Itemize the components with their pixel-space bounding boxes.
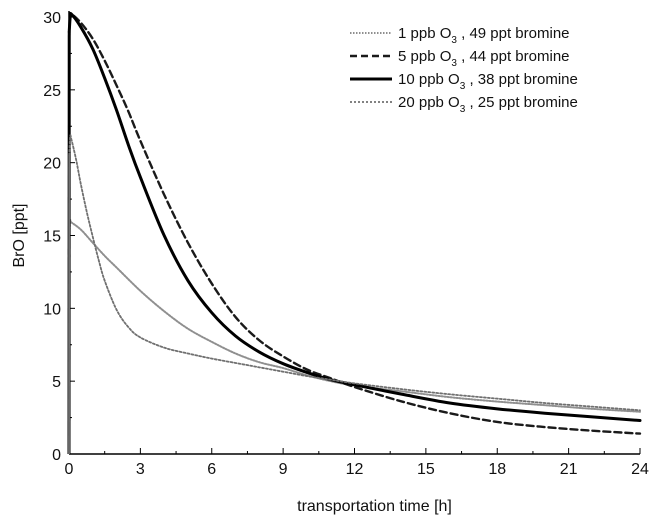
y-tick-label: 15 xyxy=(43,229,61,246)
series-3-line xyxy=(67,11,642,422)
series-layer xyxy=(67,11,642,455)
legend-label-subscript: 3 xyxy=(451,58,457,69)
x-tick-label: 3 xyxy=(136,461,145,478)
x-tick-label: 18 xyxy=(488,461,506,478)
y-tick-label: 5 xyxy=(52,374,61,391)
legend-label-text: 20 ppb O xyxy=(398,94,460,111)
legend-label-4: 20 ppb O3 , 25 ppt bromine xyxy=(398,94,578,115)
legend-label-text: 10 ppb O xyxy=(398,71,460,88)
y-tick-label: 0 xyxy=(52,447,61,464)
x-tick-label: 6 xyxy=(207,461,216,478)
legend-label-text: , 44 ppt bromine xyxy=(457,48,570,65)
y-tick-label: 10 xyxy=(43,301,61,318)
y-axis: 0 5 10 15 20 25 30 xyxy=(43,10,75,464)
series-4-line xyxy=(68,134,641,412)
series-2-line xyxy=(68,12,642,435)
legend-label-text: , 25 ppt bromine xyxy=(465,94,578,111)
legend-label-subscript: 3 xyxy=(460,81,466,92)
legend-label-text: 5 ppb O xyxy=(398,48,451,65)
x-tick-label: 12 xyxy=(346,461,364,478)
y-tick-label: 20 xyxy=(43,156,61,173)
legend-label-text: , 49 ppt bromine xyxy=(457,25,570,42)
x-tick-label: 9 xyxy=(279,461,288,478)
legend-label-subscript: 3 xyxy=(460,104,466,115)
legend-label-text: 1 ppb O xyxy=(398,25,451,42)
legend-label-3: 10 ppb O3 , 38 ppt bromine xyxy=(398,71,578,92)
legend-label-text: , 38 ppt bromine xyxy=(465,71,578,88)
x-tick-label: 24 xyxy=(631,461,649,478)
x-tick-label: 0 xyxy=(65,461,74,478)
y-axis-label: BrO [ppt] xyxy=(11,203,28,267)
legend-label-2: 5 ppb O3 , 44 ppt bromine xyxy=(398,48,570,69)
x-tick-label: 15 xyxy=(417,461,435,478)
legend-label-1: 1 ppb O3 , 49 ppt bromine xyxy=(398,25,570,46)
x-axis: 0 3 6 9 12 15 18 21 24 xyxy=(65,448,649,478)
legend-label-subscript: 3 xyxy=(451,35,457,46)
y-tick-label: 30 xyxy=(43,10,61,27)
x-tick-label: 21 xyxy=(560,461,578,478)
x-axis-label: transportation time [h] xyxy=(297,498,452,515)
y-tick-label: 25 xyxy=(43,83,61,100)
series-1-line xyxy=(68,219,641,413)
